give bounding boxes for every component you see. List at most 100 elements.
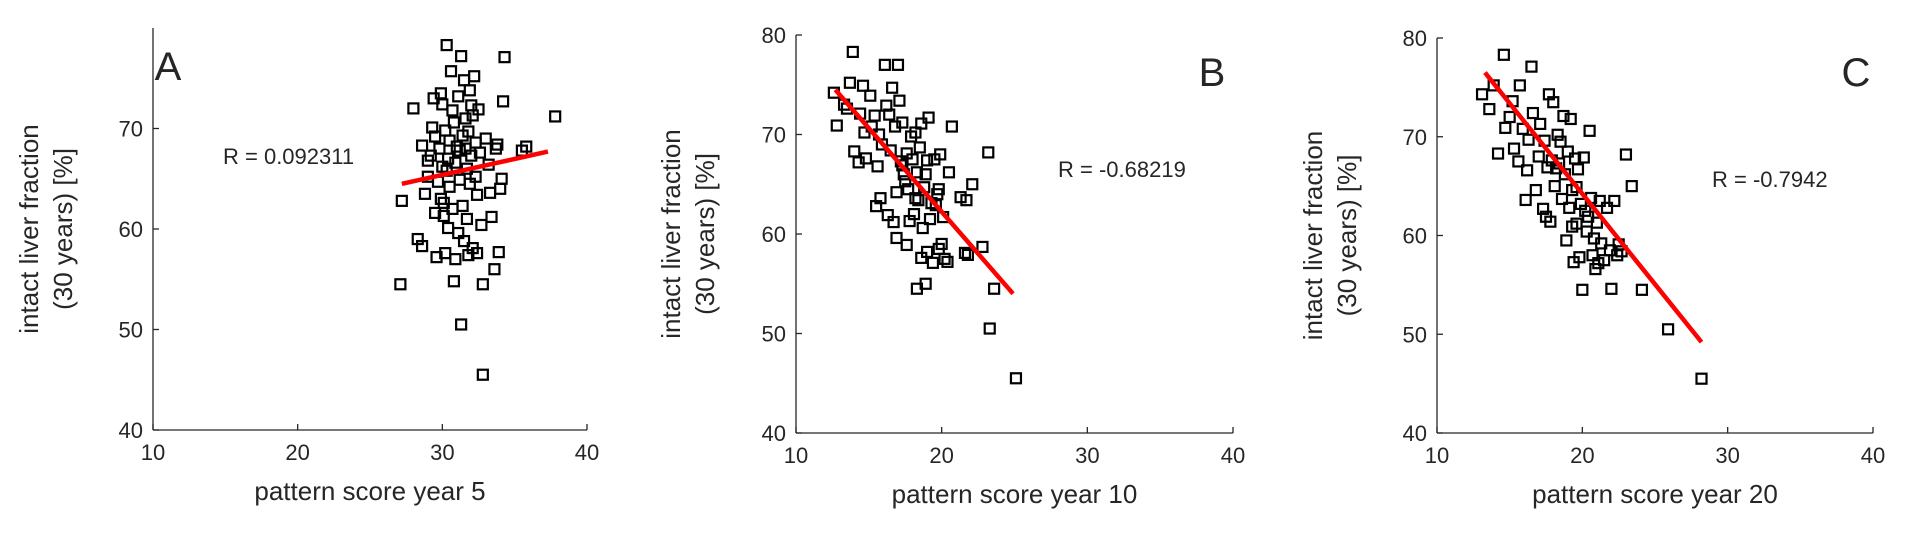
y-axis-title-line: (30 years) [%]: [48, 148, 78, 310]
scatter-point: [874, 192, 887, 205]
scatter-point: [1555, 192, 1569, 206]
y-axis-title: intact liver fraction (30 years) [%]: [656, 129, 720, 339]
scatter-point: [429, 206, 442, 220]
scatter-point: [1577, 151, 1590, 164]
scatter-point: [912, 194, 925, 207]
x-tick-label: 30: [1715, 443, 1739, 468]
scatter-point: [395, 194, 408, 207]
scatter-point: [1483, 102, 1496, 116]
scatter-point: [452, 90, 465, 103]
y-tick-label: 50: [1403, 322, 1427, 347]
scatter-point: [1600, 201, 1614, 214]
scatter-point: [498, 51, 511, 64]
x-tick-label: 30: [430, 440, 454, 465]
y-axis-title-line: (30 years) [%]: [1332, 155, 1362, 317]
scatter-point: [424, 149, 437, 162]
scatter-point: [1513, 79, 1526, 92]
scatter-point: [848, 145, 861, 158]
scatter-point: [935, 237, 948, 251]
scatter-point: [859, 152, 873, 165]
scatter-point: [1521, 164, 1534, 177]
scatter-point: [890, 231, 903, 245]
scatter-point: [549, 110, 562, 123]
scatter-point: [1573, 251, 1586, 264]
y-tick-label: 40: [1403, 421, 1427, 446]
scatter-point: [1561, 145, 1574, 158]
scatter-point: [1491, 147, 1505, 160]
scatter-point: [1475, 88, 1489, 101]
y-tick-label: 50: [119, 318, 143, 343]
x-tick-label: 20: [1570, 443, 1594, 468]
y-tick-label: 70: [1403, 125, 1427, 150]
scatter-point: [942, 166, 956, 179]
scatter-point: [1560, 234, 1573, 247]
scatter-point: [415, 139, 429, 152]
scatter-point: [460, 212, 474, 226]
y-tick-label: 50: [762, 322, 786, 347]
x-tick-label: 10: [784, 443, 808, 468]
scatter-point: [900, 238, 913, 252]
scatter-point: [1548, 180, 1561, 193]
scatter-point: [910, 166, 924, 179]
scatter-point: [1605, 282, 1618, 295]
y-tick-label: 80: [762, 23, 786, 48]
scatter-point: [1532, 150, 1545, 163]
scatter-point: [1557, 109, 1570, 123]
scatter-point: [1563, 201, 1576, 214]
scatter-point: [1497, 48, 1510, 61]
scatter-point: [440, 38, 453, 52]
scatter-point: [976, 240, 989, 254]
y-tick-label: 60: [762, 222, 786, 247]
scatter-point: [437, 209, 450, 223]
scatter-point: [476, 278, 489, 291]
scatter-point: [1526, 106, 1540, 120]
scatter-point: [1570, 181, 1583, 194]
scatter-point: [496, 95, 510, 108]
scatter-point: [407, 102, 420, 115]
scatter-point: [938, 252, 951, 265]
y-tick-label: 60: [119, 217, 143, 242]
scatter-point: [923, 212, 937, 226]
scatter-point: [1582, 210, 1595, 223]
x-tick-label: 40: [1221, 443, 1245, 468]
scatter-point: [909, 192, 922, 205]
scatter-point: [1507, 142, 1521, 155]
scatter-point: [846, 45, 859, 59]
regression-line: [401, 149, 549, 186]
scatter-point: [446, 104, 459, 117]
scatter-point: [455, 318, 468, 331]
y-axis-title-line: (30 years) [%]: [690, 153, 720, 315]
scatter-point: [1625, 180, 1638, 193]
scatter-point: [958, 246, 972, 260]
scatter-point: [394, 278, 407, 291]
scatter-point: [1619, 148, 1633, 161]
scatter-point: [983, 322, 996, 335]
scatter-point: [919, 168, 932, 181]
scatter-point: [960, 194, 973, 207]
scatter-point: [890, 186, 903, 199]
scatter-point: [881, 208, 894, 222]
y-axis-title-line: intact liver fraction: [656, 129, 686, 339]
scatter-point: [920, 154, 934, 167]
scatter-point: [479, 132, 492, 145]
scatter-point: [1695, 372, 1708, 385]
scatter-point: [830, 119, 843, 132]
scatter-point: [469, 170, 482, 183]
scatter-point: [473, 146, 487, 159]
scatter-point: [449, 253, 462, 266]
scatter-point: [982, 146, 995, 159]
scatter-point: [491, 138, 504, 151]
scatter-point: [1635, 283, 1649, 296]
x-tick-label: 20: [929, 443, 953, 468]
scatter-point: [470, 247, 484, 260]
scatter-point: [902, 183, 915, 196]
scatter-point: [1564, 112, 1577, 126]
scatter-point: [878, 58, 891, 71]
scatter-point: [457, 234, 471, 248]
y-tick-label: 80: [1403, 26, 1427, 51]
scatter-point: [856, 79, 870, 92]
scatter-point: [1512, 155, 1525, 168]
scatter-point: [472, 103, 485, 116]
scatter-point: [444, 65, 458, 78]
